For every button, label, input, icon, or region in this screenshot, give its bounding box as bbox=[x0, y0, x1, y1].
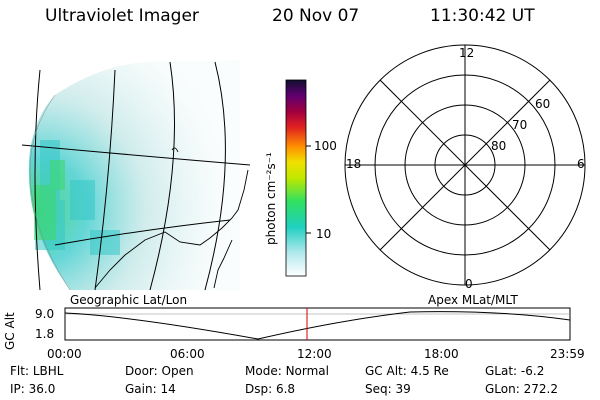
lat-label-70: 70 bbox=[512, 118, 528, 132]
geo-caption: Geographic Lat/Lon bbox=[70, 293, 188, 307]
mlt-label-0: 0 bbox=[465, 277, 473, 291]
colorbar bbox=[285, 79, 311, 277]
colorbar-tick-10: 10 bbox=[316, 227, 332, 241]
date-label: 20 Nov 07 bbox=[272, 6, 360, 26]
polar-mlt-plot bbox=[344, 44, 586, 286]
status-filter: Flt: LBHL bbox=[10, 364, 63, 378]
uv-image-map bbox=[21, 60, 251, 291]
mlt-label-18: 18 bbox=[346, 157, 362, 171]
status-gc-alt: GC Alt: 4.5 Re bbox=[365, 364, 449, 378]
lat-label-60: 60 bbox=[535, 97, 551, 111]
ip-label: IP: bbox=[10, 382, 25, 396]
gc-alt-label: GC Alt: bbox=[365, 364, 407, 378]
status-seq: Seq: 39 bbox=[365, 382, 411, 396]
mlt-label-6: 6 bbox=[577, 157, 585, 171]
instrument-title: Ultraviolet Imager bbox=[45, 6, 199, 26]
status-door: Door: Open bbox=[125, 364, 194, 378]
status-gain: Gain: 14 bbox=[125, 382, 176, 396]
mlt-label-12: 12 bbox=[459, 46, 475, 60]
door-label: Door: bbox=[125, 364, 158, 378]
ip-value: 36.0 bbox=[28, 382, 56, 396]
xtick-0000: 00:00 bbox=[47, 347, 82, 361]
seq-label: Seq: bbox=[365, 382, 392, 396]
ytick-1-8: 1.8 bbox=[35, 327, 55, 341]
ytick-9: 9.0 bbox=[35, 307, 55, 321]
colorbar-unit-label: photon cm⁻²s⁻¹ bbox=[264, 152, 278, 245]
door-value: Open bbox=[161, 364, 194, 378]
seq-value: 39 bbox=[395, 382, 411, 396]
status-glon: GLon: 272.2 bbox=[485, 382, 558, 396]
gain-value: 14 bbox=[160, 382, 176, 396]
dsp-label: Dsp: bbox=[245, 382, 273, 396]
status-ip: IP: 36.0 bbox=[10, 382, 55, 396]
gain-label: Gain: bbox=[125, 382, 157, 396]
status-dsp: Dsp: 6.8 bbox=[245, 382, 295, 396]
gc-alt-axis-label: GC Alt bbox=[3, 312, 17, 350]
xtick-0600: 06:00 bbox=[170, 347, 205, 361]
status-mode: Mode: Normal bbox=[245, 364, 329, 378]
mode-value: Normal bbox=[285, 364, 329, 378]
filter-label: Flt: bbox=[10, 364, 29, 378]
xtick-1200: 12:00 bbox=[297, 347, 332, 361]
xtick-1800: 18:00 bbox=[424, 347, 459, 361]
apex-caption: Apex MLat/MLT bbox=[428, 293, 518, 307]
glat-label: GLat: bbox=[485, 364, 518, 378]
mode-label: Mode: bbox=[245, 364, 282, 378]
filter-value: LBHL bbox=[32, 364, 64, 378]
status-glat: GLat: -6.2 bbox=[485, 364, 544, 378]
lat-lon-grid bbox=[21, 61, 251, 291]
coastline bbox=[94, 147, 249, 289]
dsp-value: 6.8 bbox=[275, 382, 296, 396]
glon-label: GLon: bbox=[485, 382, 520, 396]
colorbar-tick-100: 100 bbox=[314, 139, 337, 153]
altitude-timeline bbox=[64, 307, 571, 341]
xtick-2359: 23:59 bbox=[550, 347, 585, 361]
time-label: 11:30:42 UT bbox=[430, 6, 535, 26]
lat-label-80: 80 bbox=[491, 139, 507, 153]
gc-alt-value: 4.5 Re bbox=[410, 364, 449, 378]
glat-value: -6.2 bbox=[520, 364, 545, 378]
glon-value: 272.2 bbox=[523, 382, 558, 396]
